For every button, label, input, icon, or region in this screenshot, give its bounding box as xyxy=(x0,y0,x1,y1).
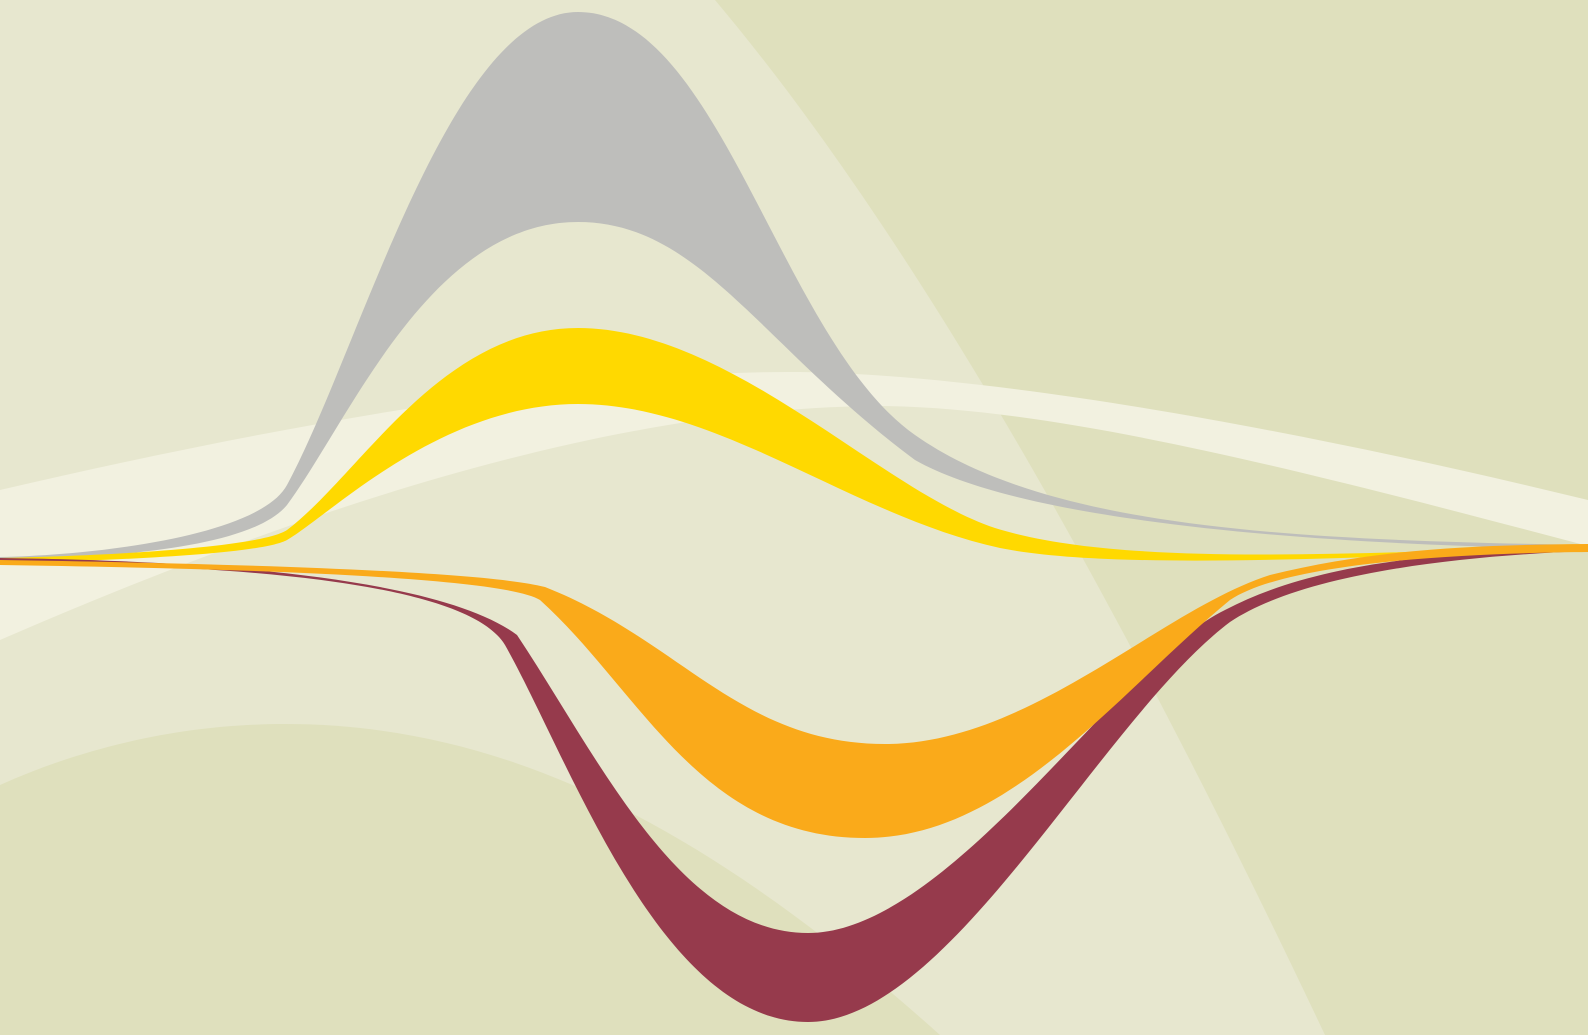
orange-wave xyxy=(0,544,1588,838)
gray-wave xyxy=(0,12,1588,560)
yellow-wave xyxy=(0,328,1568,563)
background-shape xyxy=(715,0,1588,1035)
